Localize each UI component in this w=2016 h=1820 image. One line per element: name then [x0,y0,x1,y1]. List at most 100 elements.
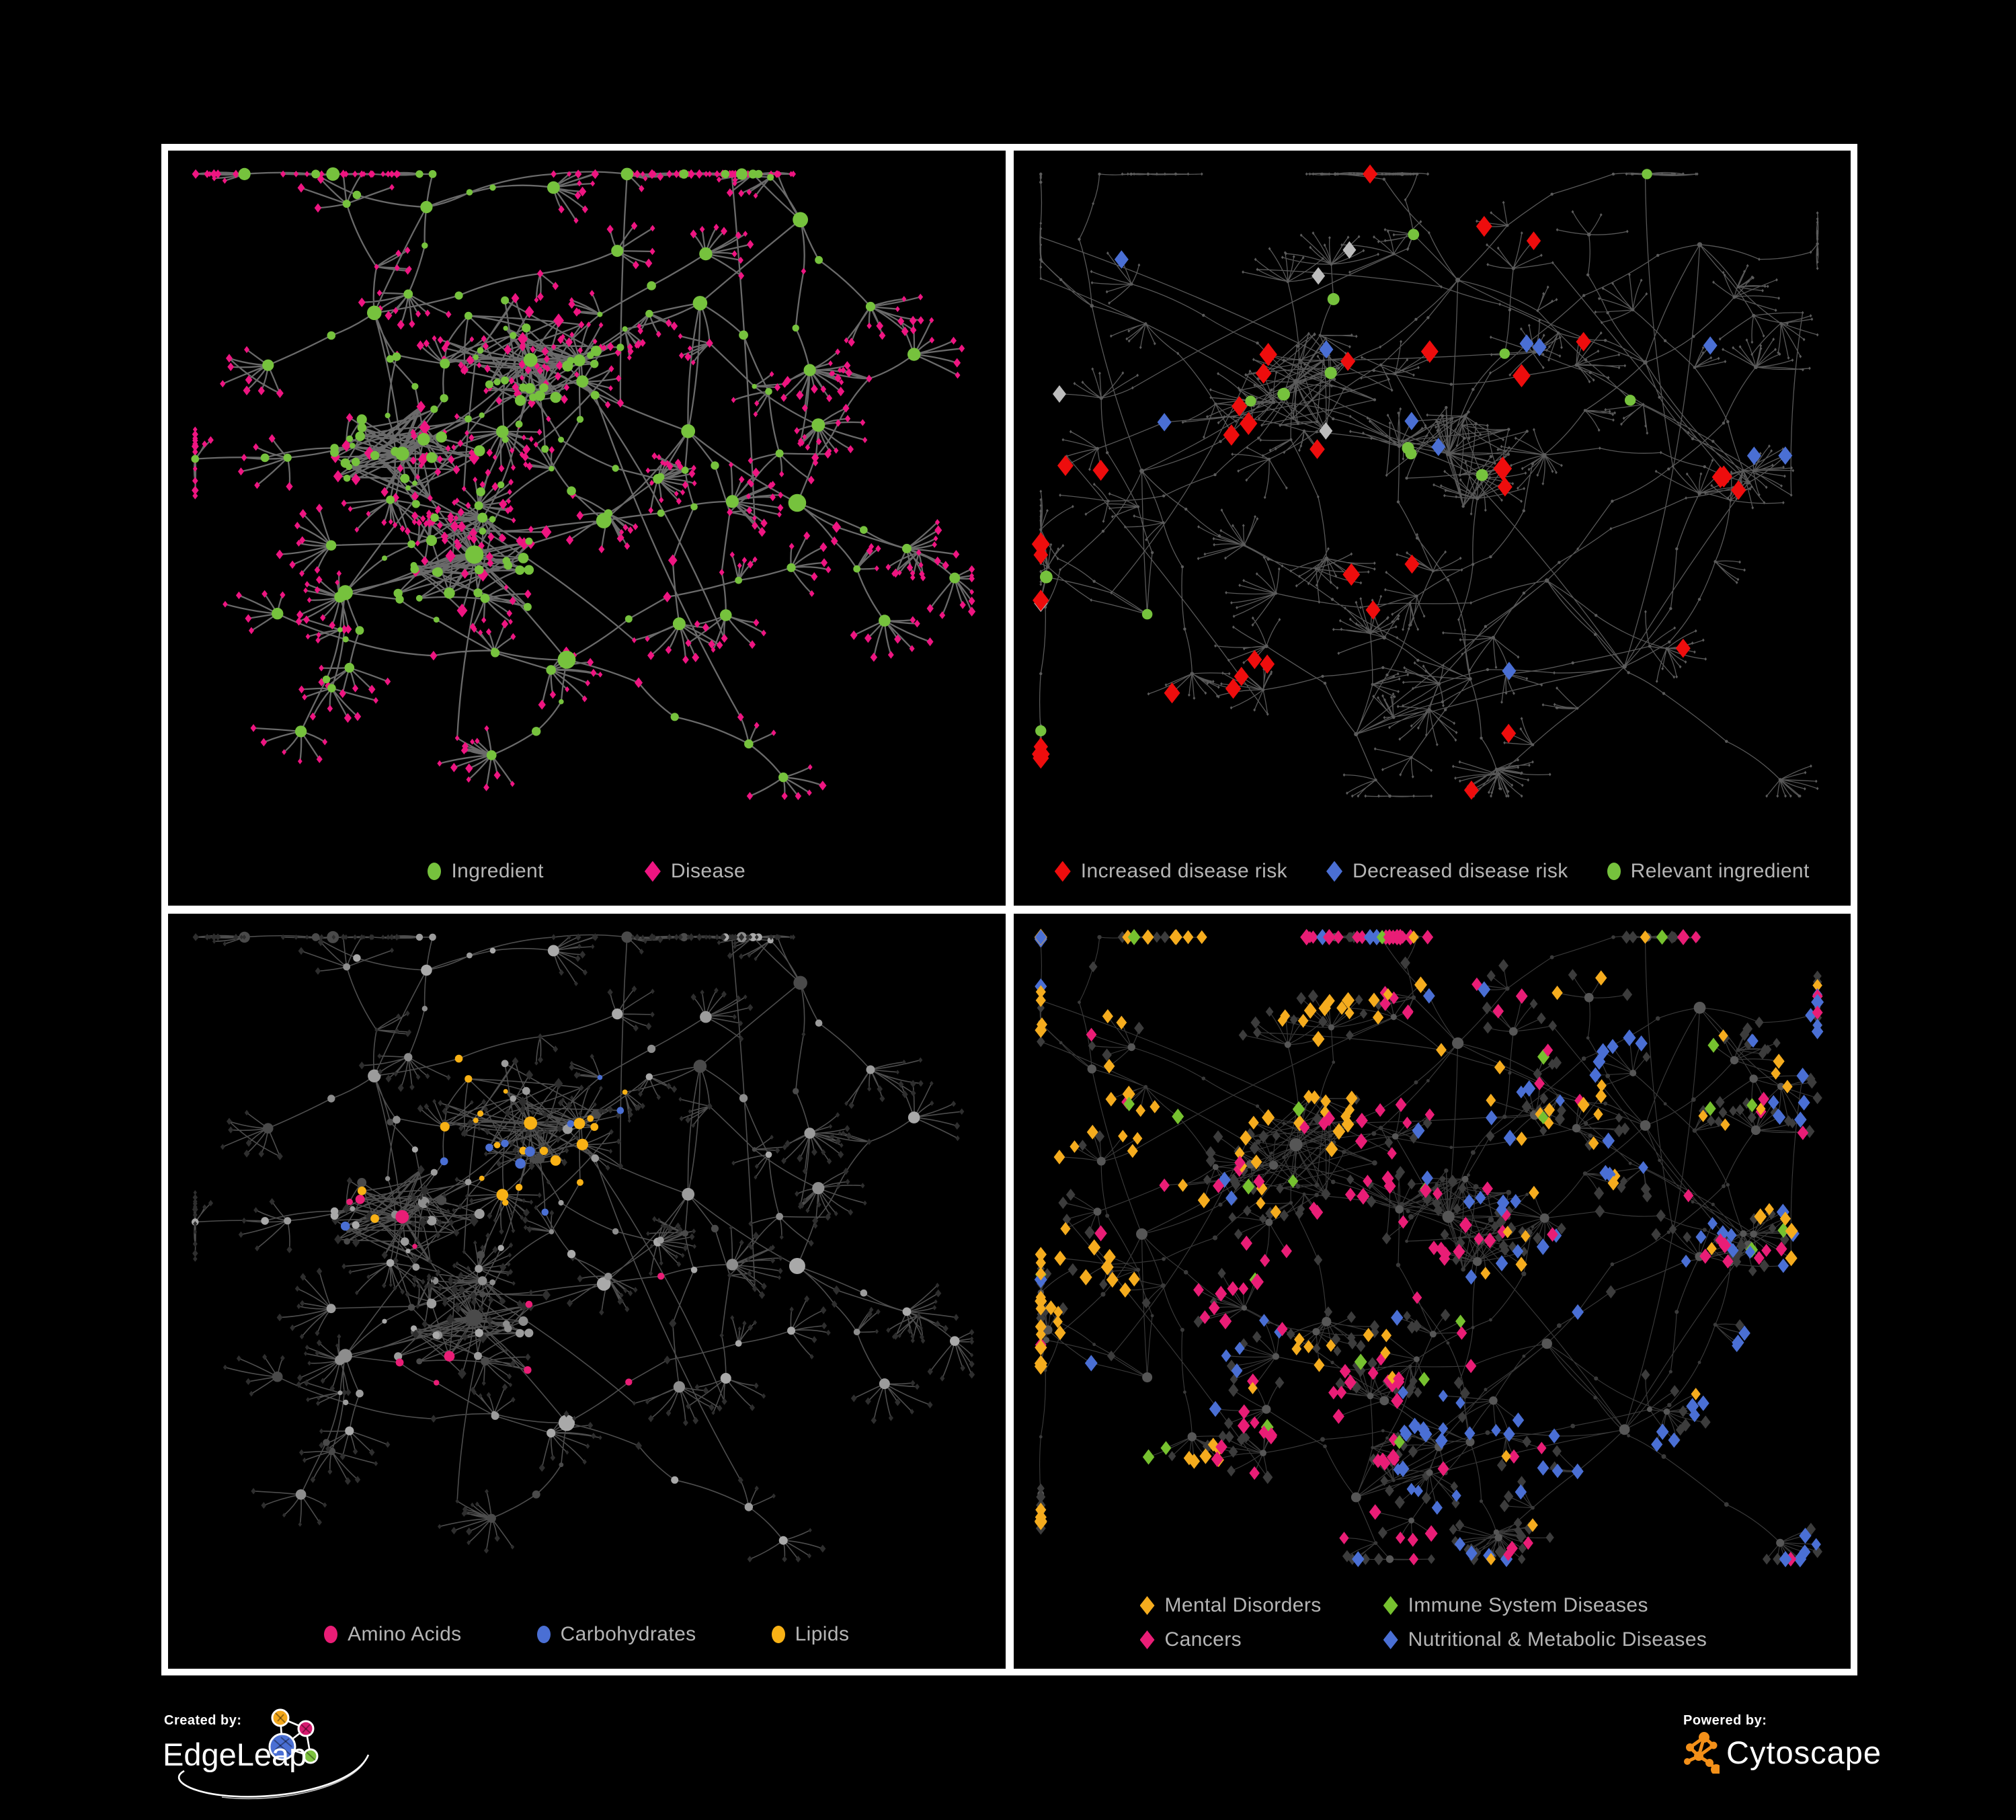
network-node[interactable] [1408,1364,1412,1369]
network-node[interactable] [511,1396,516,1403]
network-node[interactable] [789,1258,805,1274]
network-node[interactable] [1539,253,1543,258]
network-node[interactable] [687,169,695,180]
network-node[interactable] [437,1285,443,1292]
network-node[interactable] [420,515,426,522]
network-node[interactable] [1239,1338,1248,1349]
network-node[interactable] [1435,1043,1447,1057]
network-node[interactable] [1094,1225,1107,1242]
network-node[interactable] [675,1222,681,1230]
network-node[interactable] [670,321,678,331]
network-node[interactable] [1371,1131,1376,1136]
network-node[interactable] [276,1313,283,1322]
network-node[interactable] [1303,1002,1317,1019]
network-node[interactable] [1357,172,1360,176]
network-node[interactable] [652,1216,657,1222]
network-node[interactable] [425,1202,430,1207]
network-node[interactable] [770,481,776,488]
network-node[interactable] [1146,172,1150,176]
network-node[interactable] [1379,594,1382,598]
network-node[interactable] [1142,1449,1154,1465]
network-node[interactable] [437,760,442,767]
network-node[interactable] [1362,164,1377,184]
network-node[interactable] [1711,466,1729,488]
network-node[interactable] [1516,1085,1526,1099]
network-node[interactable] [1516,758,1519,762]
network-node[interactable] [1442,1210,1455,1223]
network-node[interactable] [796,390,804,400]
network-node[interactable] [1494,666,1497,669]
network-node[interactable] [1393,372,1397,375]
network-node[interactable] [440,1157,448,1166]
network-node[interactable] [721,633,728,643]
network-node[interactable] [524,365,532,374]
network-node[interactable] [1367,1392,1373,1400]
network-node[interactable] [1582,294,1585,297]
network-node[interactable] [612,1228,619,1235]
network-node[interactable] [1389,695,1393,699]
network-node[interactable] [440,1121,450,1132]
network-node[interactable] [1287,1174,1298,1188]
network-node[interactable] [1303,1340,1314,1353]
network-node[interactable] [685,1116,691,1123]
network-node[interactable] [1277,567,1281,571]
network-node[interactable] [1396,672,1400,676]
network-node[interactable] [380,171,386,177]
network-node[interactable] [775,449,784,458]
network-node[interactable] [298,685,305,694]
network-node[interactable] [1254,397,1258,401]
network-node[interactable] [1551,469,1554,473]
network-node[interactable] [1355,622,1358,626]
network-node[interactable] [739,475,745,483]
network-node[interactable] [1054,1325,1065,1341]
network-node[interactable] [1238,1029,1247,1041]
network-node[interactable] [428,170,437,178]
network-node[interactable] [524,1329,534,1338]
network-node[interactable] [1765,794,1768,798]
network-node[interactable] [1588,1136,1599,1150]
network-node[interactable] [454,1278,458,1283]
network-node[interactable] [1626,671,1630,674]
network-node[interactable] [645,309,653,318]
network-node[interactable] [1318,422,1332,440]
network-node[interactable] [1508,1027,1518,1036]
network-node[interactable] [1268,448,1271,452]
network-node[interactable] [1039,243,1042,247]
network-node[interactable] [1088,961,1098,973]
network-node[interactable] [345,1388,352,1396]
network-node[interactable] [465,545,484,564]
network-node[interactable] [692,480,697,487]
network-node[interactable] [1058,567,1061,571]
network-node[interactable] [1187,693,1191,697]
network-node[interactable] [682,481,689,489]
network-node[interactable] [1101,1048,1112,1062]
network-node[interactable] [1127,1144,1138,1158]
network-node[interactable] [1455,1396,1465,1409]
network-node[interactable] [1435,1183,1439,1187]
network-node[interactable] [506,1261,511,1267]
network-node[interactable] [411,511,419,521]
network-node[interactable] [1660,172,1663,176]
network-node[interactable] [504,1348,508,1353]
network-node[interactable] [411,500,420,508]
network-node[interactable] [192,1249,198,1257]
network-node[interactable] [1249,1141,1260,1155]
network-node[interactable] [1519,327,1523,331]
network-node[interactable] [1458,760,1461,764]
network-node[interactable] [1413,1387,1422,1398]
network-node[interactable] [491,648,500,658]
network-node[interactable] [779,1234,784,1240]
network-node[interactable] [192,933,199,941]
network-node[interactable] [352,1221,360,1229]
network-node[interactable] [1517,655,1519,659]
network-node[interactable] [493,770,501,780]
network-node[interactable] [1136,505,1139,508]
network-node[interactable] [1451,1536,1459,1547]
network-node[interactable] [1605,1285,1616,1299]
network-node[interactable] [1461,1175,1469,1183]
network-node[interactable] [1546,1227,1558,1242]
network-node[interactable] [576,1179,583,1186]
network-node[interactable] [357,1186,366,1195]
network-node[interactable] [1446,1341,1449,1345]
network-node[interactable] [565,686,570,693]
